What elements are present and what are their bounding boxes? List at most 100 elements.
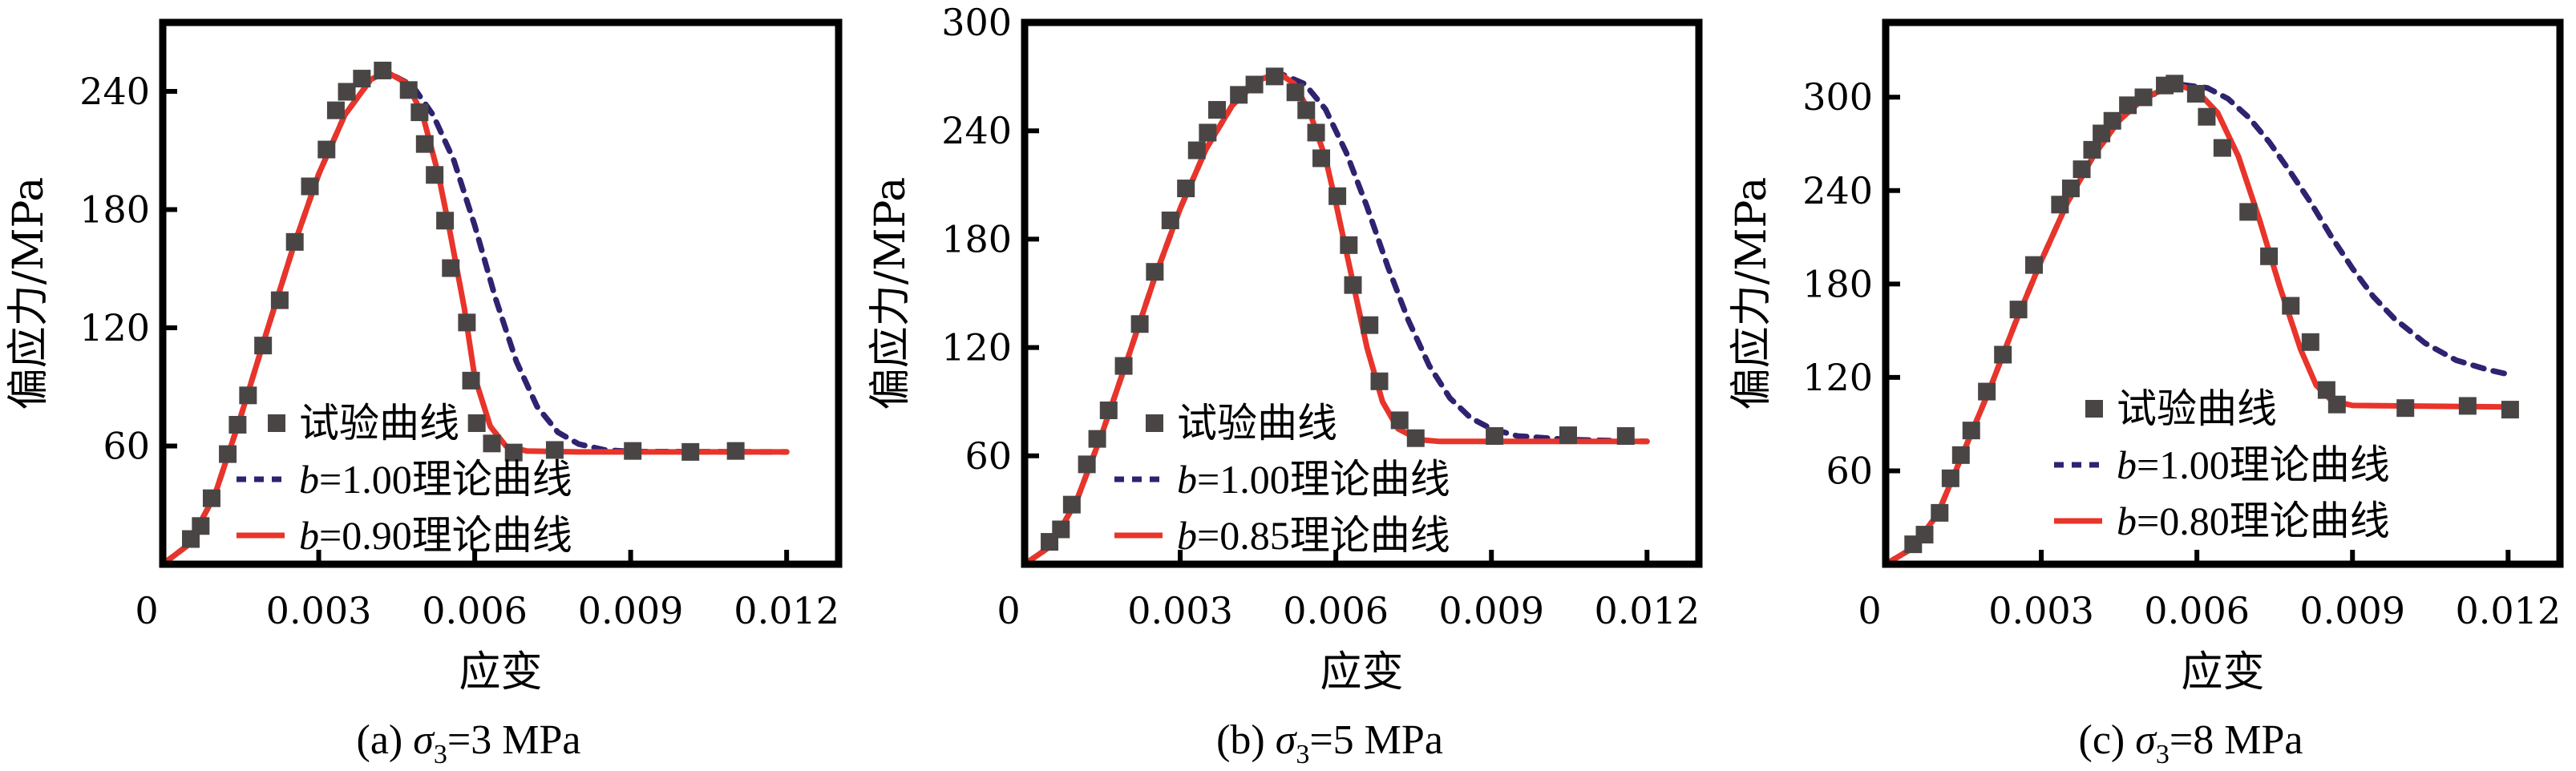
data-point <box>2083 140 2101 159</box>
x-axis-title: 应变 <box>1320 648 1403 696</box>
data-point <box>1114 357 1133 375</box>
data-point <box>1328 187 1347 205</box>
legend-item: b=1.00理论曲线 <box>237 457 572 502</box>
y-tick-label: 300 <box>1802 75 1873 119</box>
legend-label: b=0.90理论曲线 <box>299 513 572 558</box>
data-point <box>254 337 273 355</box>
data-point <box>2239 203 2258 221</box>
panel-caption: (c) σ3=8 MPa <box>2079 717 2303 769</box>
y-tick-label: 60 <box>103 425 150 468</box>
x-tick-label: 0.009 <box>2299 589 2405 632</box>
y-tick-label: 120 <box>79 306 150 349</box>
legend-item: b=0.90理论曲线 <box>237 513 572 558</box>
data-point <box>270 291 289 309</box>
data-point <box>2025 256 2044 274</box>
data-point <box>436 212 455 230</box>
data-point <box>2260 247 2279 265</box>
legend-item: b=1.00理论曲线 <box>1114 457 1450 502</box>
plot-area <box>1025 67 1650 564</box>
data-point <box>1307 123 1325 142</box>
data-point <box>2134 88 2153 107</box>
data-point <box>504 443 523 462</box>
legend-item: 试验曲线 <box>2085 386 2277 431</box>
data-point <box>2009 301 2028 319</box>
data-point <box>458 313 476 332</box>
y-tick-label: 240 <box>941 109 1012 152</box>
data-point <box>1941 469 1959 487</box>
data-point <box>285 232 304 251</box>
data-point <box>1486 427 1504 446</box>
data-point <box>1344 276 1362 294</box>
x-tick-label: 0 <box>135 589 158 632</box>
panel-caption: (a) σ3=3 MPa <box>357 717 581 769</box>
legend-item: 试验曲线 <box>268 401 459 446</box>
data-point <box>2051 196 2069 214</box>
legend-marker-icon <box>268 414 285 432</box>
data-point <box>726 442 745 460</box>
legend-item: b=1.00理论曲线 <box>2054 442 2390 487</box>
data-point <box>410 103 429 122</box>
data-point <box>1340 236 1358 254</box>
data-point <box>239 386 257 405</box>
data-point <box>1146 263 1164 281</box>
legend-label: b=1.00理论曲线 <box>299 457 572 502</box>
y-tick-label: 180 <box>1802 262 1873 305</box>
y-tick-label: 300 <box>941 1 1012 44</box>
data-point <box>228 415 247 434</box>
data-point <box>2317 381 2335 399</box>
x-tick-label: 0.006 <box>2144 589 2250 632</box>
data-point <box>1199 123 1217 142</box>
data-point <box>326 101 345 119</box>
x-axis-title: 应变 <box>2181 648 2264 696</box>
data-point <box>467 414 486 432</box>
data-point <box>1265 67 1284 86</box>
data-point <box>1161 211 1179 229</box>
y-tick-label: 60 <box>1826 449 1873 492</box>
legend-item: b=0.85理论曲线 <box>1114 513 1450 558</box>
x-tick-label: 0.012 <box>2455 589 2561 632</box>
legend-marker-icon <box>2085 400 2103 418</box>
x-tick-label: 0.006 <box>1283 589 1389 632</box>
data-point <box>442 259 460 277</box>
y-tick-label: 60 <box>964 434 1012 478</box>
panel-b: 0 0.003 0.006 0.009 0.012 60 120 180 240 300 应变 偏应力… <box>867 1 1703 769</box>
data-point <box>2396 399 2415 418</box>
axes-frame <box>1021 18 1703 568</box>
data-point <box>317 140 336 159</box>
data-point <box>681 442 700 461</box>
data-point <box>1559 426 1577 445</box>
x-tick-label: 0.009 <box>1438 589 1544 632</box>
series-line-b-fit <box>1025 70 1650 564</box>
data-point <box>1312 149 1331 168</box>
data-point <box>1406 429 1425 447</box>
data-point <box>1052 520 1070 539</box>
y-tick-label: 180 <box>79 188 150 232</box>
data-point <box>2166 75 2184 93</box>
x-tick-label: 0 <box>1858 589 1881 632</box>
data-point <box>2061 180 2080 198</box>
data-point <box>1962 422 1980 440</box>
x-tick-label: 0.003 <box>1988 589 2094 632</box>
data-point <box>301 177 319 196</box>
data-point <box>1390 411 1409 430</box>
panel-caption: (b) σ3=5 MPa <box>1216 717 1443 769</box>
data-point <box>624 442 642 460</box>
data-point <box>399 81 418 99</box>
legend-label: b=1.00理论曲线 <box>1177 457 1450 502</box>
experimental-points <box>1041 67 1635 551</box>
data-point <box>353 70 371 88</box>
data-point <box>2501 401 2519 419</box>
data-point <box>1245 75 1264 94</box>
data-point <box>1616 427 1635 446</box>
plot-area <box>1886 75 2519 564</box>
y-tick-label: 240 <box>79 70 150 113</box>
data-point <box>192 517 210 535</box>
legend-label: 试验曲线 <box>1177 401 1337 446</box>
data-point <box>2458 397 2477 415</box>
x-tick-label: 0.012 <box>1594 589 1700 632</box>
x-tick-label: 0 <box>997 589 1020 632</box>
y-tick-label: 240 <box>1802 169 1873 212</box>
y-tick-label: 180 <box>941 217 1012 260</box>
experimental-points <box>1904 75 2519 554</box>
